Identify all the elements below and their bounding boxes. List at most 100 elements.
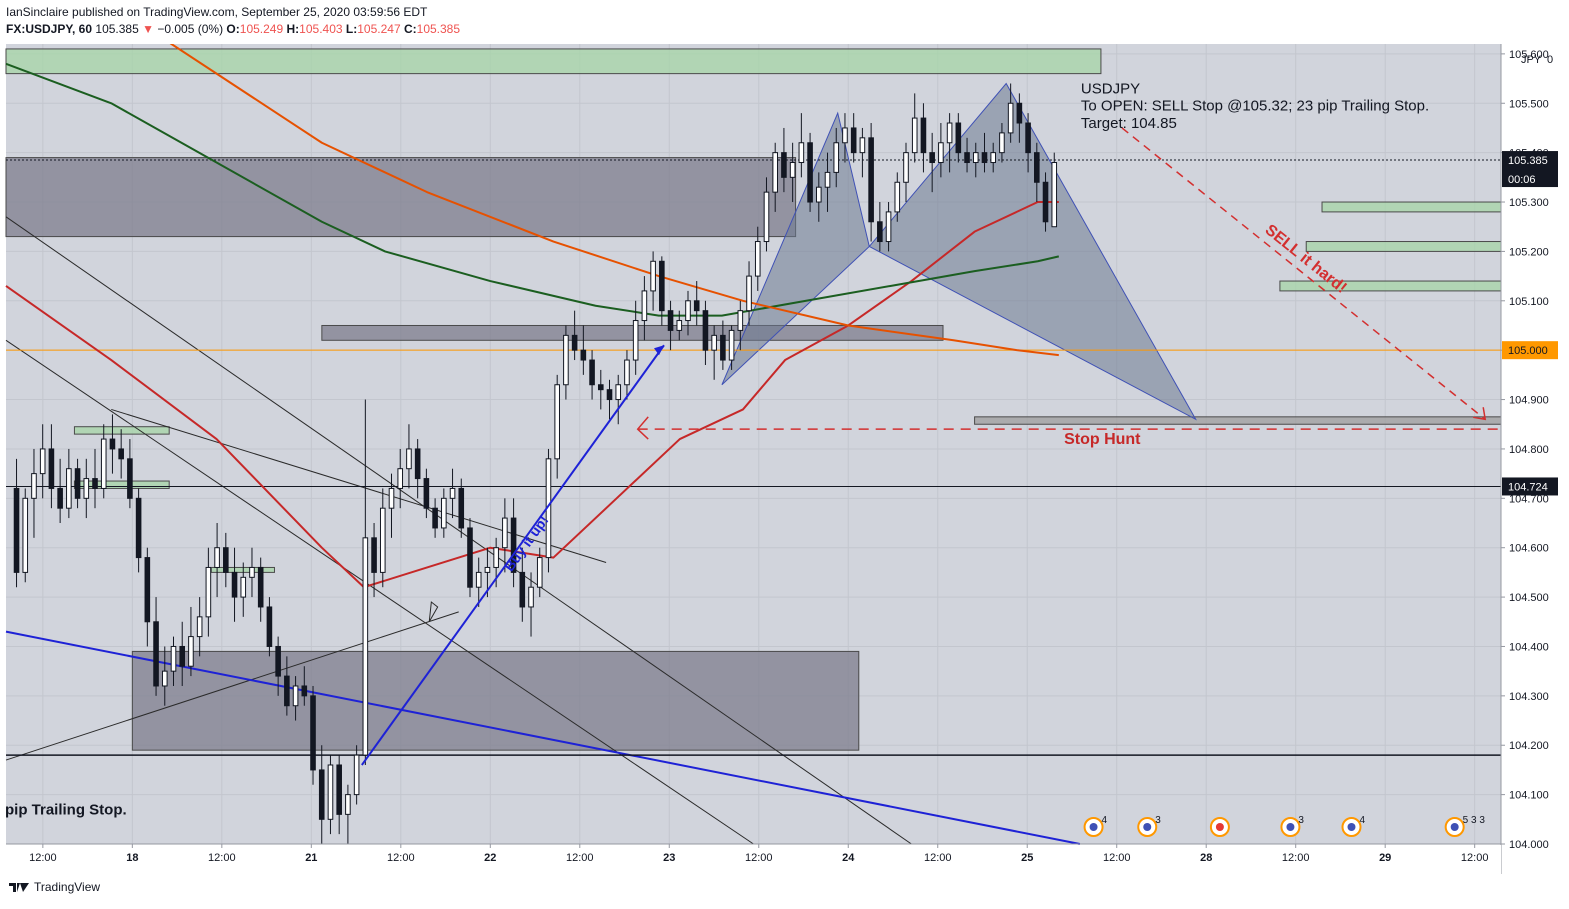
candle	[397, 448, 404, 509]
price-tag-bg	[1502, 477, 1558, 496]
candle-body-down	[589, 359, 595, 386]
candle-body-down	[850, 127, 857, 154]
candle	[659, 256, 665, 326]
event-dot	[1089, 823, 1098, 831]
price-tag-label: 105.385	[1508, 155, 1548, 167]
candlestick-chart[interactable]: Buy it up!SELL it hard!Stop HuntUSDJPYTo…	[0, 44, 1569, 874]
candle-body-up	[388, 487, 395, 509]
candle	[650, 251, 656, 311]
candle-body-down	[1042, 181, 1049, 223]
candle-body-down	[127, 458, 133, 499]
candle-body-down	[57, 487, 63, 509]
candle-body-up	[789, 162, 796, 178]
candle-body-up	[31, 473, 37, 499]
candle	[859, 127, 866, 178]
candle	[903, 142, 909, 203]
price-tag: 105.000	[1502, 341, 1558, 360]
moving-average-line	[169, 44, 1059, 357]
time-tick-label: 12:00	[387, 852, 415, 864]
candle	[57, 458, 63, 524]
time-tick-label: 28	[1200, 852, 1212, 864]
candle	[981, 132, 988, 173]
candle	[379, 488, 386, 588]
candle-body-up	[824, 171, 831, 188]
candle-body-up	[397, 468, 404, 489]
candle	[475, 557, 482, 607]
candle	[597, 369, 604, 410]
event-marker: 5 3 3	[1444, 815, 1485, 837]
candle-body-up	[763, 191, 770, 243]
candle-body-up	[170, 645, 177, 672]
symbol-label[interactable]: FX:USDJPY, 60	[6, 22, 93, 36]
candle	[292, 676, 299, 721]
time-tick-label: 12:00	[1282, 852, 1310, 864]
time-tick-label: 12:00	[208, 852, 236, 864]
price-tick-label: 104.800	[1509, 444, 1549, 456]
sell-arrow-head-icon	[1473, 407, 1487, 421]
candle-body-up	[859, 137, 866, 154]
candle	[127, 439, 133, 509]
candle	[135, 488, 142, 573]
candle	[249, 547, 255, 598]
candle-body-up	[903, 152, 909, 183]
price-tick-label: 105.500	[1509, 98, 1549, 110]
price-tick-label: 105.200	[1509, 246, 1549, 258]
last-price: 105.385	[95, 22, 139, 36]
candle-body-down	[144, 557, 151, 623]
candle-body-up	[650, 260, 656, 292]
candle	[789, 142, 796, 203]
candle	[266, 597, 273, 657]
candle	[109, 414, 116, 474]
candle	[214, 523, 220, 598]
candle-body-up	[632, 320, 639, 361]
low-label: L:	[345, 22, 358, 36]
candle	[510, 498, 517, 588]
open-label: O:	[226, 22, 240, 36]
candle-body-down	[964, 152, 970, 164]
candle	[877, 202, 883, 252]
candle-body-down	[597, 384, 604, 391]
candle-body-up	[22, 497, 29, 573]
price-tag-label: 105.000	[1508, 345, 1548, 357]
time-tick-label: 12:00	[1103, 852, 1131, 864]
candle-body-up	[563, 334, 569, 386]
candle-body-up	[379, 507, 386, 573]
candle	[885, 202, 892, 252]
candle-body-up	[345, 794, 351, 815]
candle-body-down	[659, 260, 665, 312]
candle-body-down	[467, 527, 473, 588]
candle-body-down	[955, 122, 962, 154]
zone-rectangle	[321, 324, 944, 341]
candle-body-down	[135, 497, 142, 559]
candle-body-up	[536, 557, 543, 588]
trend-arrow-icon	[428, 601, 439, 623]
candle	[519, 547, 526, 622]
candle-body-down	[571, 334, 578, 351]
harmonic-triangle-1	[721, 111, 870, 386]
open-value: 105.249	[239, 22, 284, 36]
candle	[257, 557, 264, 622]
footer-brand[interactable]: TradingView	[34, 880, 101, 894]
candle	[231, 547, 238, 622]
candle	[1042, 172, 1049, 232]
event-marker: 4	[1083, 815, 1108, 837]
candle	[528, 572, 534, 637]
currency-suffix: 0	[1547, 54, 1553, 66]
candle-body-down	[458, 487, 465, 529]
stop-hunt-arrow-icon	[636, 416, 649, 440]
candle	[938, 123, 944, 178]
candle	[632, 300, 639, 375]
candle	[615, 374, 622, 425]
candle	[868, 123, 874, 242]
candle	[179, 621, 186, 686]
price-tick-label: 104.400	[1509, 641, 1549, 653]
candle	[746, 261, 752, 326]
high-value: 105.403	[299, 22, 343, 36]
candle-body-down	[929, 152, 935, 164]
tradingview-logo-icon[interactable]	[8, 880, 30, 894]
candle	[737, 300, 744, 351]
time-tick-label: 12:00	[924, 852, 952, 864]
publish-line: IanSinclaire published on TradingView.co…	[6, 5, 428, 19]
candle-body-up	[353, 754, 360, 796]
candle-body-up	[728, 329, 735, 361]
